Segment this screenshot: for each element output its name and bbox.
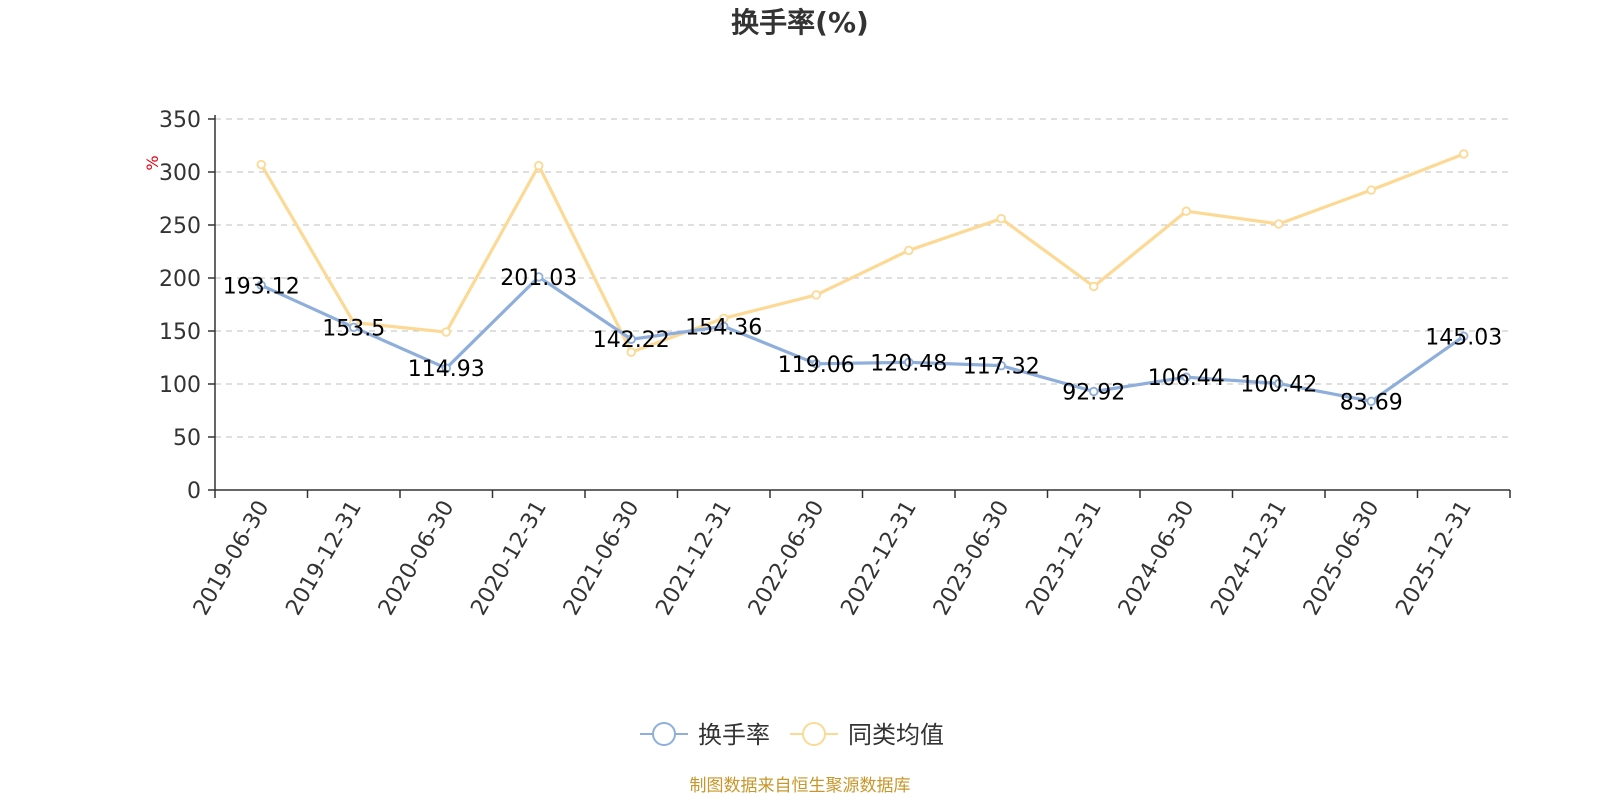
data-point (349, 322, 359, 332)
chart-title: 换手率(%) (731, 6, 869, 39)
series-lines (259, 152, 1466, 403)
x-tick-label: 2024-12-31 (1206, 497, 1292, 620)
data-point (1089, 281, 1099, 292)
data-point (1089, 386, 1099, 397)
x-tick-label: 2025-06-30 (1299, 497, 1385, 620)
data-point (996, 213, 1006, 224)
legend-item-0[interactable]: 换手率 (640, 721, 770, 749)
data-point (996, 360, 1006, 371)
data-point (534, 272, 544, 282)
x-tick-label: 2019-06-30 (189, 497, 275, 620)
source-note: 制图数据来自恒生聚源数据库 (690, 776, 911, 796)
series-points (256, 149, 1469, 406)
data-point (1459, 331, 1469, 341)
data-point (904, 245, 914, 256)
data-point (1274, 219, 1284, 229)
legend-marker (802, 722, 826, 746)
data-point (1366, 396, 1376, 406)
data-point (256, 159, 266, 170)
data-point (1366, 185, 1376, 195)
x-tick-label: 2021-06-30 (559, 497, 645, 620)
data-point (441, 327, 451, 337)
data-point (719, 321, 729, 332)
data-label: 106.44 (1148, 366, 1225, 391)
data-point (1181, 372, 1191, 382)
data-point (811, 359, 821, 369)
y-tick-label: 150 (159, 320, 201, 345)
data-label: 145.03 (1425, 325, 1502, 350)
grid-lines (215, 118, 1510, 438)
x-tick-label: 2022-06-30 (744, 497, 830, 620)
series-line-0 (259, 275, 1466, 403)
legend-marker (652, 722, 676, 746)
data-point (1274, 378, 1284, 389)
data-point (626, 334, 636, 344)
data-point (256, 280, 266, 290)
x-tick-label: 2022-12-31 (836, 497, 922, 620)
y-tick-label: 300 (159, 161, 201, 186)
data-label: 142.22 (593, 328, 670, 353)
x-tick-label: 2020-06-30 (374, 497, 460, 620)
x-tick-label: 2021-12-31 (651, 497, 737, 620)
data-label: 100.42 (1240, 373, 1317, 398)
data-label: 193.12 (223, 274, 300, 299)
data-label: 154.36 (685, 315, 762, 340)
data-label: 117.32 (963, 355, 1040, 380)
y-tick-label: 200 (159, 267, 201, 292)
data-point (904, 357, 914, 367)
series-line-1 (259, 152, 1466, 354)
data-point (441, 363, 451, 373)
x-tick-label: 2024-06-30 (1114, 497, 1200, 620)
y-tick-label: 350 (159, 108, 201, 133)
legend-item-1[interactable]: 同类均值 (790, 721, 944, 749)
data-label: 92.92 (1062, 381, 1125, 406)
y-tick-label: 250 (159, 214, 201, 239)
y-axis-unit: % (143, 155, 162, 170)
x-tick-label: 2025-12-31 (1391, 497, 1477, 620)
x-tick-label: 2019-12-31 (281, 497, 367, 620)
x-tick-label: 2023-06-30 (929, 497, 1015, 620)
y-tick-label: 0 (187, 479, 201, 504)
y-tick-label: 100 (159, 373, 201, 398)
legend[interactable]: 换手率 同类均值 (640, 721, 944, 749)
data-point (1181, 206, 1191, 216)
x-tick-label: 2020-12-31 (466, 497, 552, 620)
legend-label: 同类均值 (848, 721, 944, 749)
data-label: 114.93 (408, 357, 485, 382)
data-labels: 193.12 153.5 114.93 201.03 142.22 154.36 119.0… (223, 266, 1502, 415)
data-label: 83.69 (1340, 390, 1403, 415)
data-label: 120.48 (870, 351, 947, 376)
data-label: 201.03 (500, 266, 577, 291)
y-tick-label: 50 (173, 426, 201, 451)
data-point (1459, 149, 1469, 159)
data-label: 119.06 (778, 353, 855, 378)
data-point (811, 290, 821, 300)
data-point (534, 160, 544, 171)
data-point (626, 347, 636, 357)
data-label: 153.5 (322, 316, 385, 341)
x-tick-label: 2023-12-31 (1021, 497, 1107, 620)
legend-label: 换手率 (698, 721, 770, 749)
